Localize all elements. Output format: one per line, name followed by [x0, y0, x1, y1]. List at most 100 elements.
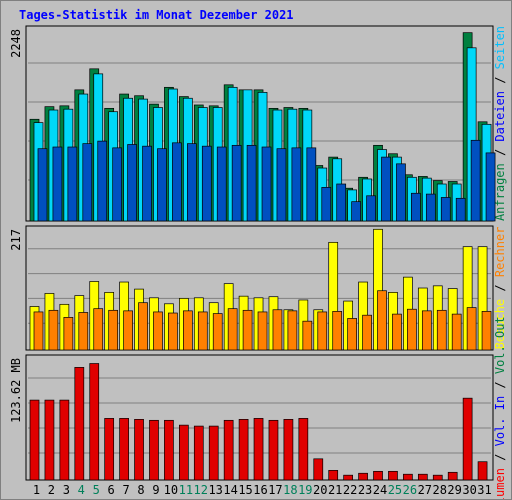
x-tick-label: 29: [447, 483, 461, 497]
x-tick-label: 8: [137, 483, 144, 497]
y-max-label: 217: [9, 229, 23, 251]
x-tick-label: 5: [93, 483, 100, 497]
bar-seiten-11: [187, 143, 197, 222]
bar-volumen-5: [89, 363, 100, 481]
bar-volumen-28: [432, 474, 443, 481]
bar-rechner-15: [242, 309, 253, 351]
x-tick-label: 7: [122, 483, 129, 497]
legend-part: Rechner: [493, 227, 507, 278]
bar-volumen-15: [238, 419, 249, 481]
bar-rechner-13: [212, 313, 223, 351]
bar-rechner-31: [481, 311, 492, 351]
y-max-label: 2248: [9, 29, 23, 58]
bar-seiten-24: [381, 156, 391, 222]
x-tick-label: 6: [108, 483, 115, 497]
bar-volumen-23: [358, 472, 368, 481]
legend-part: Seiten: [493, 26, 507, 69]
bar-seiten-3: [67, 146, 78, 222]
bar-seiten-21: [336, 183, 347, 222]
series-rechner: [33, 290, 492, 351]
bar-volumen-1: [29, 399, 40, 481]
bar-volumen-20: [313, 458, 324, 481]
bar-rechner-17: [272, 309, 283, 351]
bar-seiten-20: [321, 187, 332, 222]
bar-seiten-14: [231, 144, 242, 222]
bar-rechner-12: [197, 311, 208, 351]
x-tick-label: 30: [462, 483, 476, 497]
bar-rechner-4: [78, 312, 89, 351]
x-tick-label: 14: [223, 483, 237, 497]
bar-seiten-17: [276, 148, 287, 222]
bar-rechner-5: [93, 308, 104, 351]
bar-rechner-21: [332, 311, 343, 351]
bar-volumen-2: [44, 399, 55, 481]
bar-rechner-29: [451, 313, 462, 351]
bar-rechner-24: [377, 290, 387, 351]
bar-seiten-30: [470, 139, 481, 222]
bar-seiten-27: [425, 193, 436, 222]
bar-volumen-19: [298, 418, 309, 481]
bar-rechner-30: [466, 307, 477, 351]
bar-seiten-23: [366, 195, 376, 222]
bar-rechner-22: [347, 318, 357, 351]
bar-volumen-25: [388, 470, 398, 481]
bar-rechner-16: [257, 311, 268, 351]
bar-rechner-6: [108, 309, 119, 351]
bar-seiten-19: [306, 147, 317, 222]
bar-seiten-18: [291, 147, 302, 222]
x-tick-label: 9: [152, 483, 159, 497]
x-tick-label: 27: [418, 483, 432, 497]
side-legend-label: Volumen / Vol. In / Vol. Out: [493, 316, 507, 499]
bar-seiten-10: [172, 142, 182, 222]
bar-seiten-16: [261, 146, 272, 222]
bar-volumen-14: [223, 419, 234, 481]
bar-rechner-10: [168, 312, 178, 351]
bar-volumen-12: [193, 425, 204, 481]
bar-seiten-31: [485, 152, 496, 222]
panel-top: 2248 Anfragen / Dateien / Seiten: [9, 25, 507, 222]
legend-part: Besuche: [493, 299, 507, 350]
bar-seiten-12: [201, 145, 212, 222]
bar-volumen-17: [268, 419, 279, 481]
bar-volumen-10: [164, 419, 174, 481]
bar-rechner-19: [302, 320, 313, 351]
bar-rechner-28: [436, 309, 447, 351]
bar-seiten-1: [37, 148, 48, 222]
bar-seiten-29: [455, 197, 466, 222]
x-tick-label: 25: [388, 483, 402, 497]
legend-part: /: [493, 142, 507, 164]
bar-seiten-22: [351, 201, 361, 222]
x-tick-label: 23: [358, 483, 372, 497]
bar-seiten-7: [127, 144, 137, 222]
bar-seiten-28: [440, 197, 451, 222]
bar-rechner-27: [421, 310, 432, 351]
x-tick-label: 20: [313, 483, 327, 497]
bar-rechner-14: [227, 308, 238, 351]
x-tick-label: 21: [328, 483, 342, 497]
bar-volumen-3: [59, 399, 70, 481]
chart-title: Tages-Statistik im Monat Dezember 2021: [19, 8, 294, 22]
legend-part: /: [493, 277, 507, 299]
bar-volumen-31: [477, 461, 488, 481]
bar-rechner-20: [317, 311, 328, 351]
legend-part: /: [493, 69, 507, 91]
x-tick-label: 1: [33, 483, 40, 497]
x-tick-label: 4: [78, 483, 85, 497]
x-tick-label: 17: [268, 483, 282, 497]
bar-volumen-24: [373, 470, 383, 481]
legend-part: /: [493, 446, 507, 468]
bar-rechner-2: [48, 309, 59, 351]
x-tick-label: 12: [194, 483, 208, 497]
bar-seiten-6: [112, 147, 123, 222]
x-tick-label: 22: [343, 483, 357, 497]
bar-volumen-4: [74, 367, 85, 481]
bar-seiten-13: [216, 146, 227, 222]
bar-volumen-27: [417, 473, 428, 481]
bar-seiten-5: [97, 140, 108, 222]
x-tick-label: 2: [48, 483, 55, 497]
legend-part: Vol. Out: [493, 316, 507, 374]
x-tick-label: 24: [373, 483, 387, 497]
bar-volumen-26: [403, 473, 413, 481]
bar-rechner-3: [63, 317, 74, 351]
